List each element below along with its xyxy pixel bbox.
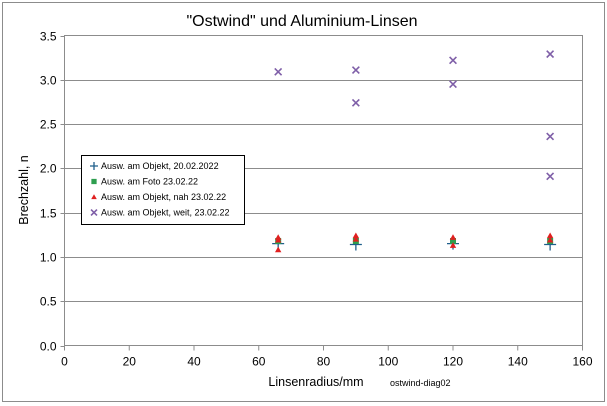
legend-label: Ausw. am Objekt, weit, 23.02.22 — [101, 208, 230, 218]
y-tick-label: 0.0 — [40, 340, 57, 354]
data-point-x — [546, 132, 555, 141]
x-axis-ticks: 0 20 40 60 80 100 120 140 160 — [61, 345, 593, 369]
legend-label: Ausw. am Objekt, 20.02.2022 — [101, 161, 219, 171]
data-point-x — [449, 56, 457, 65]
gridlines — [64, 80, 583, 302]
y-tick-label: 3.5 — [40, 30, 57, 44]
data-point-square — [91, 178, 97, 185]
y-tick-label: 1.5 — [40, 207, 57, 221]
x-axis-title: Linsenradius/mm — [268, 375, 363, 389]
data-point-x — [449, 80, 457, 89]
data-point-triangle — [274, 246, 282, 253]
data-point-triangle — [352, 236, 360, 242]
data-point-triangle — [546, 232, 554, 239]
data-point-x — [90, 208, 98, 217]
y-tick-label: 0.5 — [40, 295, 57, 309]
data-point-square — [450, 237, 456, 244]
legend-label: Ausw. am Foto 23.02.22 — [101, 177, 198, 187]
y-tick-label: 3.0 — [40, 74, 57, 88]
x-tick-label: 100 — [378, 355, 398, 369]
data-point-triangle — [546, 236, 554, 243]
x-tick-label: 160 — [572, 355, 592, 369]
y-tick-label: 1.0 — [40, 251, 57, 265]
y-tick-label: 2.5 — [40, 118, 57, 132]
legend-box — [81, 155, 245, 225]
data-point-plus — [90, 162, 98, 170]
data-point-x — [546, 172, 555, 181]
data-point-x — [351, 66, 360, 75]
data-point-triangle — [352, 232, 360, 239]
legend-label: Ausw. am Objekt, nah 23.02.22 — [101, 192, 226, 202]
y-axis-ticks: 0.0 0.5 1.0 1.5 2.0 2.5 3.0 3.5 — [40, 30, 65, 354]
data-point-triangle — [449, 242, 457, 248]
x-tick-label: 0 — [61, 355, 68, 369]
x-tick-label: 140 — [508, 355, 528, 369]
chart-note: ostwind-diag02 — [390, 378, 451, 388]
chart-title: "Ostwind" und Aluminium-Linsen — [186, 13, 417, 30]
data-point-triangle — [274, 236, 282, 243]
x-tick-label: 120 — [443, 355, 463, 369]
data-point-x — [546, 50, 555, 59]
data-point-triangle — [449, 234, 457, 240]
y-tick-label: 2.0 — [40, 162, 57, 176]
x-tick-label: 40 — [187, 355, 201, 369]
x-tick-label: 60 — [252, 355, 266, 369]
data-point-triangle — [91, 194, 97, 200]
x-tick-label: 80 — [317, 355, 331, 369]
legend: Ausw. am Objekt, 20.02.2022 Ausw. am Foto… — [81, 155, 245, 225]
y-axis-title: Brechzahl, n — [17, 155, 31, 225]
data-points — [272, 50, 557, 253]
data-point-x — [274, 67, 283, 76]
legend-entries: Ausw. am Objekt, 20.02.2022 Ausw. am Foto… — [90, 161, 230, 218]
data-point-x — [351, 98, 360, 107]
x-tick-label: 20 — [123, 355, 137, 369]
